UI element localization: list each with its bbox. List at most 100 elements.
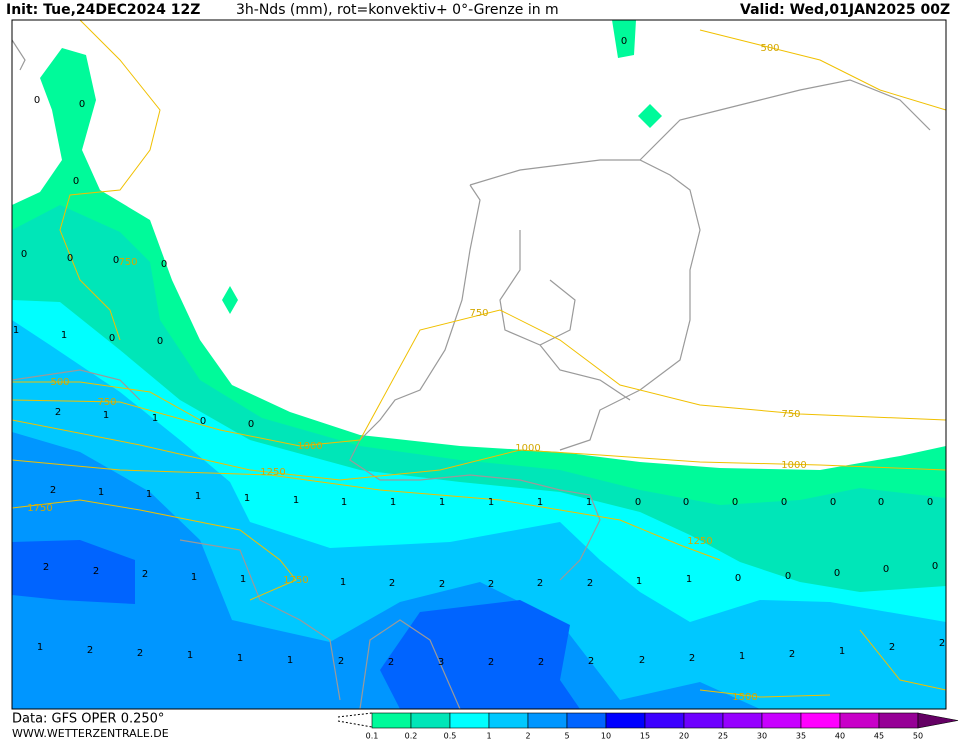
contour-label: 1000 bbox=[515, 443, 540, 454]
grid-value: 1 bbox=[237, 653, 243, 664]
map-area bbox=[11, 19, 947, 710]
grid-value: 0 bbox=[635, 497, 641, 508]
grid-value: 1 bbox=[439, 497, 445, 508]
grid-value: 0 bbox=[200, 416, 206, 427]
grid-value: 2 bbox=[87, 645, 93, 656]
colorbar-label: 0.2 bbox=[405, 732, 418, 741]
grid-value: 1 bbox=[287, 655, 293, 666]
colorbar-swatch bbox=[644, 712, 685, 729]
contour-label: 500 bbox=[760, 43, 779, 54]
colorbar-label: 50 bbox=[913, 732, 923, 741]
colorbar-label: 0.5 bbox=[444, 732, 457, 741]
colorbar-label: 1 bbox=[486, 732, 491, 741]
grid-value: 2 bbox=[93, 566, 99, 577]
grid-value: 0 bbox=[79, 99, 85, 110]
colorbar-arrow-left bbox=[337, 712, 373, 728]
grid-value: 1 bbox=[152, 413, 158, 424]
contour-label: 750 bbox=[118, 257, 137, 268]
valid-time: Valid: Wed,01JAN2025 00Z bbox=[740, 2, 950, 18]
contour-label: 1500 bbox=[732, 692, 757, 703]
grid-value: 1 bbox=[340, 577, 346, 588]
grid-value: 1 bbox=[488, 497, 494, 508]
grid-value: 0 bbox=[834, 568, 840, 579]
grid-value: 1 bbox=[244, 493, 250, 504]
grid-value: 2 bbox=[889, 642, 895, 653]
grid-value: 0 bbox=[927, 497, 933, 508]
colorbar-swatch bbox=[449, 712, 490, 729]
grid-value: 0 bbox=[781, 497, 787, 508]
grid-value: 1 bbox=[341, 497, 347, 508]
colorbar-label: 35 bbox=[796, 732, 806, 741]
grid-value: 1 bbox=[240, 574, 246, 585]
contour-label: 750 bbox=[97, 397, 116, 408]
grid-value: 1 bbox=[537, 497, 543, 508]
grid-value: 1 bbox=[191, 572, 197, 583]
colorbar-arrow-right bbox=[917, 712, 959, 729]
grid-value: 2 bbox=[389, 578, 395, 589]
grid-value: 0 bbox=[157, 336, 163, 347]
colorbar-label: 20 bbox=[679, 732, 689, 741]
grid-value: 0 bbox=[34, 95, 40, 106]
grid-value: 1 bbox=[636, 576, 642, 587]
colorbar-label: 15 bbox=[640, 732, 650, 741]
grid-value: 0 bbox=[621, 36, 627, 47]
grid-value: 0 bbox=[67, 253, 73, 264]
grid-value: 2 bbox=[538, 657, 544, 668]
grid-value: 2 bbox=[338, 656, 344, 667]
grid-value: 0 bbox=[932, 561, 938, 572]
colorbar-swatch bbox=[410, 712, 451, 729]
grid-value: 1 bbox=[37, 642, 43, 653]
grid-value: 2 bbox=[639, 655, 645, 666]
grid-value: 0 bbox=[113, 255, 119, 266]
grid-value: 0 bbox=[735, 573, 741, 584]
colorbar-swatch bbox=[683, 712, 724, 729]
colorbar-label: 2 bbox=[525, 732, 530, 741]
map-title: 3h-Nds (mm), rot=konvektiv+ 0°-Grenze in… bbox=[236, 2, 559, 18]
grid-value: 3 bbox=[438, 657, 444, 668]
contour-label: 1250 bbox=[687, 536, 712, 547]
colorbar-swatch bbox=[761, 712, 802, 729]
grid-value: 0 bbox=[883, 564, 889, 575]
colorbar-swatch bbox=[839, 712, 880, 729]
contour-label: 500 bbox=[50, 377, 69, 388]
grid-value: 2 bbox=[488, 657, 494, 668]
grid-value: 2 bbox=[588, 656, 594, 667]
grid-value: 2 bbox=[388, 657, 394, 668]
data-source: Data: GFS OPER 0.250° bbox=[12, 712, 164, 727]
colorbar-swatch bbox=[722, 712, 763, 729]
colorbar-swatch bbox=[605, 712, 646, 729]
grid-value: 0 bbox=[109, 333, 115, 344]
colorbar-swatch bbox=[800, 712, 841, 729]
contour-label: 1000 bbox=[781, 460, 806, 471]
grid-value: 2 bbox=[537, 578, 543, 589]
grid-value: 1 bbox=[390, 497, 396, 508]
contour-label: 1000 bbox=[297, 441, 322, 452]
grid-value: 2 bbox=[488, 579, 494, 590]
contour-label: 750 bbox=[469, 308, 488, 319]
grid-value: 1 bbox=[686, 574, 692, 585]
grid-value: 2 bbox=[137, 648, 143, 659]
grid-value: 0 bbox=[830, 497, 836, 508]
colorbar-label: 10 bbox=[601, 732, 611, 741]
grid-value: 0 bbox=[248, 419, 254, 430]
grid-value: 2 bbox=[939, 638, 945, 649]
grid-value: 1 bbox=[195, 491, 201, 502]
grid-value: 1 bbox=[187, 650, 193, 661]
init-time: Init: Tue,24DEC2024 12Z bbox=[6, 2, 200, 18]
grid-value: 2 bbox=[50, 485, 56, 496]
contour-label: 750 bbox=[781, 409, 800, 420]
grid-value: 0 bbox=[21, 249, 27, 260]
grid-value: 2 bbox=[43, 562, 49, 573]
grid-value: 2 bbox=[142, 569, 148, 580]
contour-label: 1250 bbox=[260, 467, 285, 478]
grid-value: 1 bbox=[98, 487, 104, 498]
colorbar-swatch bbox=[566, 712, 607, 729]
grid-value: 0 bbox=[878, 497, 884, 508]
colorbar-label: 45 bbox=[874, 732, 884, 741]
colorbar-swatch bbox=[371, 712, 412, 729]
colorbar-label: 5 bbox=[564, 732, 569, 741]
grid-value: 1 bbox=[13, 325, 19, 336]
colorbar-label: 0.1 bbox=[366, 732, 379, 741]
contour-label: 1750 bbox=[27, 503, 52, 514]
